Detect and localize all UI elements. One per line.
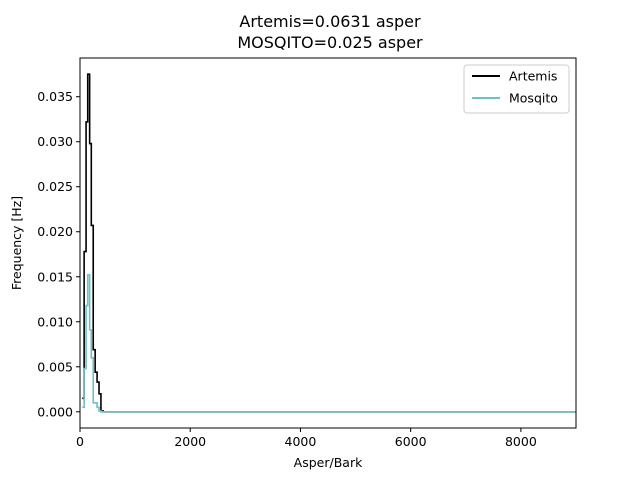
y-tick-label: 0.020 — [37, 224, 73, 239]
y-tick-label: 0.010 — [37, 314, 73, 329]
plot-area — [79, 57, 577, 429]
series-line-mosqito — [82, 274, 576, 413]
y-tick-label: 0.015 — [37, 269, 73, 284]
series-line-artemis — [82, 73, 576, 413]
x-tick-label: 2000 — [174, 434, 206, 449]
x-tick-label: 6000 — [395, 434, 427, 449]
legend: Artemis Mosqito — [463, 64, 570, 114]
legend-label-mosqito: Mosqito — [509, 91, 558, 106]
x-axis-label: Asper/Bark — [294, 455, 363, 470]
series-layer — [82, 73, 576, 413]
y-axis-label: Frequency [Hz] — [9, 196, 24, 290]
y-tick-label: 0.035 — [37, 89, 73, 104]
plot-frame — [79, 57, 577, 429]
y-tick-label: 0.000 — [37, 404, 73, 419]
x-tick-label: 0 — [76, 434, 84, 449]
y-tick-label: 0.030 — [37, 134, 73, 149]
y-axis-ticks: 0.000 0.005 0.010 0.015 0.020 0.025 0.030 0.035 — [37, 89, 80, 419]
x-tick-label: 8000 — [505, 434, 537, 449]
chart-title-line-1: Artemis=0.0631 asper — [239, 12, 421, 31]
x-axis-ticks: 0 2000 4000 6000 8000 — [76, 428, 537, 449]
chart-title-line-2: MOSQITO=0.025 asper — [237, 33, 423, 52]
y-tick-label: 0.025 — [37, 179, 73, 194]
x-tick-label: 4000 — [285, 434, 317, 449]
y-tick-label: 0.005 — [37, 359, 73, 374]
plot-background — [80, 58, 576, 428]
legend-label-artemis: Artemis — [509, 69, 557, 84]
